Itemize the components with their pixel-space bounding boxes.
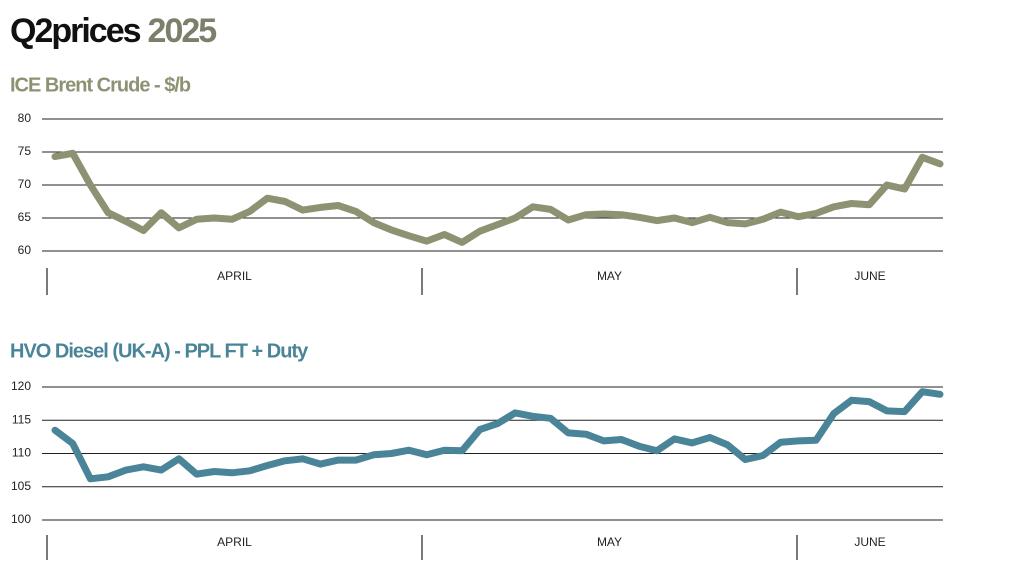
title-main: Q2prices (10, 12, 141, 50)
month-label: APRIL (217, 535, 252, 549)
month-label: JUNE (854, 535, 885, 549)
y-tick-label: 65 (18, 210, 32, 224)
y-tick-label: 70 (18, 177, 32, 191)
y-tick-label: 75 (18, 144, 32, 158)
y-tick-label: 110 (12, 446, 31, 460)
month-label: APRIL (217, 269, 252, 283)
y-tick-label: 60 (18, 243, 32, 257)
chart-subtitle: HVO Diesel (UK-A) - PPL FT + Duty (10, 340, 309, 362)
month-label: JUNE (854, 269, 885, 283)
title-year: 2025 (148, 12, 217, 50)
price-line (51, 388, 944, 483)
y-tick-label: 115 (12, 412, 31, 426)
month-label: MAY (597, 535, 622, 549)
price-line (51, 149, 944, 246)
y-tick-label: 80 (18, 111, 32, 125)
y-tick-label: 105 (11, 479, 31, 493)
chart-subtitle: ICE Brent Crude - $/b (10, 74, 191, 96)
y-tick-label: 120 (11, 379, 31, 393)
month-label: MAY (597, 269, 622, 283)
page-title: Q2prices 2025 (10, 12, 216, 50)
y-tick-label: 100 (11, 512, 31, 526)
